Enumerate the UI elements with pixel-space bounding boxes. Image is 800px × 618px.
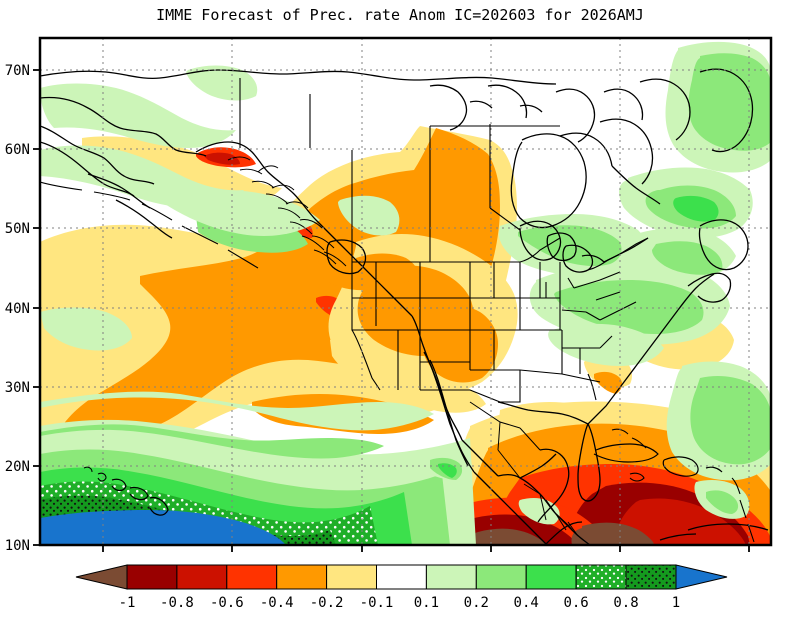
contour-band-green1-alaska3 xyxy=(160,190,320,236)
colorbar-band xyxy=(276,564,328,590)
y-axis-labels: 70N 60N 50N 40N 30N 20N 10N xyxy=(5,63,30,554)
colorbar-tick-label: 0.8 xyxy=(613,595,638,611)
contour-band-green2-atl xyxy=(690,376,771,465)
colorbar-tick-label: -0.6 xyxy=(210,595,244,611)
colorbar-band xyxy=(625,564,677,590)
political-borders-layer xyxy=(239,78,649,537)
contour-field xyxy=(40,38,771,545)
y-tick-label: 30N xyxy=(5,380,30,396)
colorbar-svg: -1 -0.8 -0.6 -0.4 -0.2 -0.1 0.1 0.2 0.4 … xyxy=(75,564,728,611)
map-panel: 70N 60N 50N 40N 30N 20N 10N 160W 140W 12… xyxy=(0,30,800,555)
colorbar-over-arrow xyxy=(675,564,728,590)
colorbar-under-arrow xyxy=(75,564,128,590)
contour-band-green2-hawaii xyxy=(40,424,384,459)
contour-band-green1-alaska xyxy=(40,83,236,148)
colorbar-tick-label: -0.4 xyxy=(260,595,294,611)
contour-band-blue-itcz xyxy=(40,510,286,545)
colorbar-band xyxy=(425,564,477,590)
gridlines xyxy=(40,38,771,545)
coastline-layer xyxy=(40,68,769,545)
colorbar-tick-label: -0.2 xyxy=(310,595,344,611)
colorbar-tick-label: 0.2 xyxy=(464,595,489,611)
colorbar-tick-label: -1 xyxy=(119,595,136,611)
contour-band-green2-atl2 xyxy=(652,241,723,275)
contour-band-green1-hawaii xyxy=(40,391,434,431)
colorbar-band xyxy=(475,564,527,590)
contour-band-red-carib2 xyxy=(616,498,746,545)
colorbar-band xyxy=(126,564,178,590)
contour-band-green2-se-atl xyxy=(706,490,739,514)
contour-band-brown-ca2 xyxy=(571,522,654,545)
y-tick-label: 60N xyxy=(5,142,30,158)
colorbar-band xyxy=(176,564,228,590)
colorbar-bands xyxy=(126,564,677,590)
contour-band-orange-us4 xyxy=(314,257,376,291)
contour-band-green2-eastus xyxy=(554,280,704,334)
axis-ticks xyxy=(33,69,750,552)
colorbar-band xyxy=(226,564,278,590)
colorbar-band xyxy=(575,564,627,590)
colorbar-panel: -1 -0.8 -0.6 -0.4 -0.2 -0.1 0.1 0.2 0.4 … xyxy=(0,560,800,618)
colorbar-band xyxy=(376,564,427,590)
colorbar-tick-label: -0.8 xyxy=(160,595,194,611)
y-tick-label: 50N xyxy=(5,221,30,237)
contour-band-orange-fl xyxy=(594,371,623,394)
contour-band-green3-mexico xyxy=(438,463,457,478)
colorbar-band xyxy=(525,564,577,590)
y-tick-label: 20N xyxy=(5,459,30,475)
contour-band-green1-eastus2 xyxy=(548,323,664,366)
colorbar-band xyxy=(326,564,378,590)
plot-frame xyxy=(38,36,773,547)
contour-band-green3-atlcanada xyxy=(673,195,719,222)
colorbar-tick-label: 0.4 xyxy=(514,595,539,611)
figure-title: IMME Forecast of Prec. rate Anom IC=2026… xyxy=(156,6,644,24)
contour-band-green1-wpac xyxy=(40,307,132,351)
contour-band-brown-ca xyxy=(469,528,546,545)
colorbar-tick-label: 0.1 xyxy=(414,595,439,611)
contour-band-darkred-bc xyxy=(204,152,240,165)
colorbar-tick-label: 1 xyxy=(672,595,680,611)
contour-band-green1-pac-nw xyxy=(338,195,400,236)
y-tick-label: 40N xyxy=(5,301,30,317)
colorbar-tick-label: 0.6 xyxy=(563,595,588,611)
y-tick-label: 70N xyxy=(5,63,30,79)
contour-band-green1-nw-small xyxy=(186,65,258,101)
y-tick-label: 10N xyxy=(5,538,30,554)
map-svg: 70N 60N 50N 40N 30N 20N 10N 160W 140W 12… xyxy=(0,30,800,555)
colorbar-tick-label: -0.1 xyxy=(360,595,394,611)
colorbar-labels: -1 -0.8 -0.6 -0.4 -0.2 -0.1 0.1 0.2 0.4 … xyxy=(119,595,681,611)
contour-band-orange-us2 xyxy=(421,304,498,383)
